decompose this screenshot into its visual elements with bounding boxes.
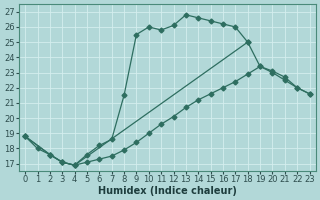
X-axis label: Humidex (Indice chaleur): Humidex (Indice chaleur) <box>98 186 237 196</box>
